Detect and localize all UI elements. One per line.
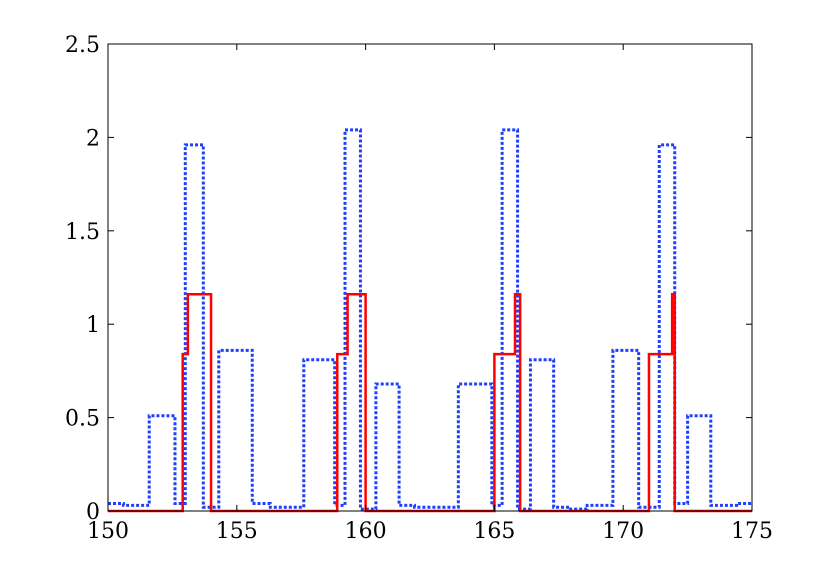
y-tick-label: 2.5 xyxy=(65,33,100,58)
y-tick-label: 1.5 xyxy=(65,220,100,245)
x-tick-label: 150 xyxy=(87,519,129,544)
x-tick-label: 155 xyxy=(216,519,258,544)
axes-box xyxy=(107,43,753,512)
series-0 xyxy=(108,128,752,511)
y-tick-label: 2 xyxy=(86,126,100,151)
series-0-line xyxy=(108,128,752,511)
x-tick-label: 175 xyxy=(731,519,773,544)
x-tick-label: 160 xyxy=(345,519,387,544)
tick-layer xyxy=(107,43,753,512)
label-layer: 150 155 160 165 170 175 0 0.5 1 1.5 2 2.5 xyxy=(65,33,773,544)
x-tick-label: 165 xyxy=(473,519,515,544)
y-tick-label: 0.5 xyxy=(65,407,100,432)
x-tick-label: 170 xyxy=(602,519,644,544)
y-tick-label: 0 xyxy=(86,500,100,525)
y-tick-label: 1 xyxy=(86,313,100,338)
